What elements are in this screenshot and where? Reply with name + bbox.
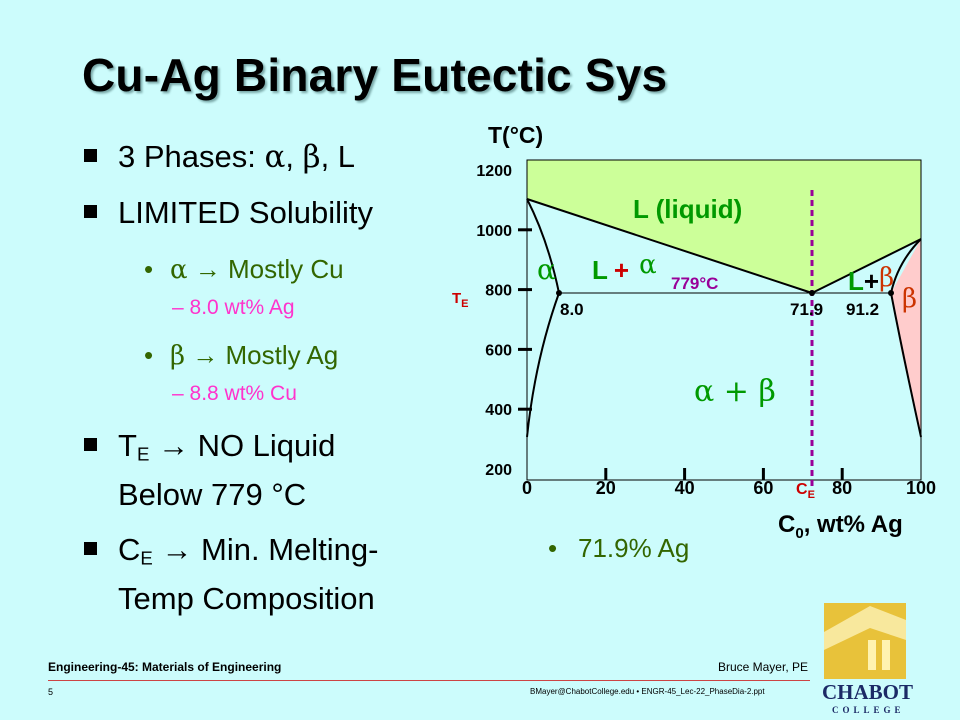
subbullet-text: → Mostly Ag	[185, 340, 339, 370]
footer-course: Engineering-45: Materials of Engineering	[48, 660, 282, 674]
beta-solidus-line	[890, 238, 922, 294]
ce-axis-c: C	[796, 481, 808, 498]
alpha-max-point	[556, 290, 562, 296]
subbullet-alpha: • α → Mostly Cu	[144, 254, 344, 285]
alpha-beta-region-label: α + β	[694, 374, 776, 409]
footer-rule	[48, 680, 810, 681]
l-beta-plus: +	[864, 266, 879, 296]
y-tick-label: 400	[485, 402, 512, 419]
l-beta-beta: β	[879, 263, 894, 293]
te-symbol: T	[118, 428, 137, 463]
beta-region	[891, 239, 921, 437]
beta-region-label: β	[902, 284, 917, 314]
alpha-symbol: α	[170, 255, 188, 285]
bullet-text: 3 Phases:	[118, 139, 265, 174]
l-alpha-L: L	[592, 255, 608, 285]
l-alpha-region-label: L + α	[592, 250, 657, 285]
bullet-phases: 3 Phases: α, β, L	[84, 137, 356, 177]
logo-name: CHABOT	[822, 680, 913, 704]
y-tick-label: 600	[485, 342, 512, 359]
logo-window-icon	[882, 640, 890, 670]
beta-symbol: β	[170, 341, 186, 371]
x-axis-label-rest: , wt% Ag	[804, 511, 903, 538]
beta-symbol: β	[302, 139, 321, 175]
liquidus-line-left	[526, 198, 813, 294]
bullet-dot-icon: •	[548, 533, 558, 563]
ce-subscript: E	[140, 547, 153, 569]
y-tick-label: 200	[485, 462, 512, 479]
bullet-text: Temp Composition	[118, 580, 375, 616]
bullet-text: → Min. Melting-	[152, 532, 379, 567]
ce-axis-label: CE	[796, 481, 815, 501]
chabot-logo: CHABOT COLLEGE	[822, 603, 913, 715]
bullet-square-icon	[84, 438, 97, 451]
x-axis-label: C0, wt% Ag	[778, 511, 903, 542]
alpha-solvus-line	[526, 292, 560, 438]
x-tick-label: 20	[596, 478, 616, 498]
te-axis-sub: E	[461, 298, 468, 310]
alpha-comp-label: 8.0	[560, 300, 584, 319]
x-tick-label: 60	[753, 478, 773, 498]
ce-symbol: C	[118, 532, 141, 567]
footer-file: BMayer@ChabotCollege.edu • ENGR-45_Lec-2…	[530, 687, 765, 696]
bullet-square-icon	[84, 542, 97, 555]
y-axis-label: T(°C)	[488, 122, 543, 148]
subsub-beta-composition: – 8.8 wt% Cu	[172, 382, 297, 405]
l-alpha-plus: +	[614, 255, 629, 285]
alpha-region-label: α	[537, 253, 556, 286]
bullet-dot-icon: •	[144, 340, 154, 370]
ce-note-text: 71.9% Ag	[578, 533, 690, 563]
subsub-alpha-composition: – 8.0 wt% Ag	[172, 296, 295, 319]
bullet-dot-icon: •	[144, 254, 154, 284]
y-tick-label: 800	[485, 283, 512, 300]
alpha-solidus-line	[526, 198, 560, 294]
alpha-symbol: α	[264, 139, 286, 175]
ce-note: • 71.9% Ag	[548, 533, 690, 564]
page-number: 5	[48, 687, 54, 697]
bullet-text: , L	[320, 139, 356, 174]
x-tick-label: 0	[522, 478, 532, 498]
bullet-text: → NO Liquid	[149, 428, 336, 463]
plot-frame	[526, 159, 922, 481]
x-tick-label: 100	[906, 478, 936, 498]
x-tick-label: 80	[832, 478, 852, 498]
bullet-eutectic-composition: CE → Min. Melting- Temp Composition	[84, 530, 379, 619]
te-subscript: E	[136, 443, 150, 465]
subbullet-text: → Mostly Cu	[187, 254, 344, 284]
logo-sub: COLLEGE	[832, 705, 905, 715]
te-axis-label: TE	[452, 290, 469, 310]
l-alpha-alpha: α	[639, 250, 657, 280]
x-tick-label: 40	[675, 478, 695, 498]
liquid-region-label: L (liquid)	[633, 194, 742, 224]
bullet-text: ,	[285, 139, 303, 174]
l-beta-L: L	[848, 266, 864, 296]
logo-window-icon	[868, 640, 876, 670]
y-tick-label: 1200	[476, 163, 512, 180]
beta-comp-label: 91.2	[846, 300, 879, 319]
te-axis-t: T	[452, 290, 461, 307]
bullet-square-icon	[84, 205, 97, 218]
x-axis-label-sub: 0	[795, 525, 803, 542]
liquidus-line-right	[811, 238, 922, 294]
y-tick-label: 1000	[476, 223, 512, 240]
beta-max-point	[888, 290, 894, 296]
subbullet-beta: • β → Mostly Ag	[144, 340, 339, 371]
l-beta-region-label: L+β	[848, 263, 894, 296]
bullet-square-icon	[84, 149, 97, 162]
x-axis-label-main: C	[778, 511, 795, 538]
eutectic-comp-label: 71.9	[790, 300, 823, 319]
logo-roof-icon	[824, 606, 906, 650]
eutectic-point	[809, 290, 815, 296]
eutectic-temp-label: 779°C	[671, 274, 718, 293]
slide-title: Cu-Ag Binary Eutectic Sys	[82, 49, 668, 101]
bullet-eutectic-temp: TE → NO Liquid Below 779 °C	[84, 426, 336, 515]
liquid-region	[527, 160, 921, 293]
bullet-text: Below 779 °C	[118, 476, 307, 512]
footer-author: Bruce Mayer, PE	[717, 660, 808, 674]
bullet-text: LIMITED Solubility	[118, 195, 373, 230]
beta-solvus-line	[890, 292, 922, 438]
bullet-limited-solubility: LIMITED Solubility	[84, 193, 373, 233]
ce-axis-sub: E	[808, 489, 815, 501]
